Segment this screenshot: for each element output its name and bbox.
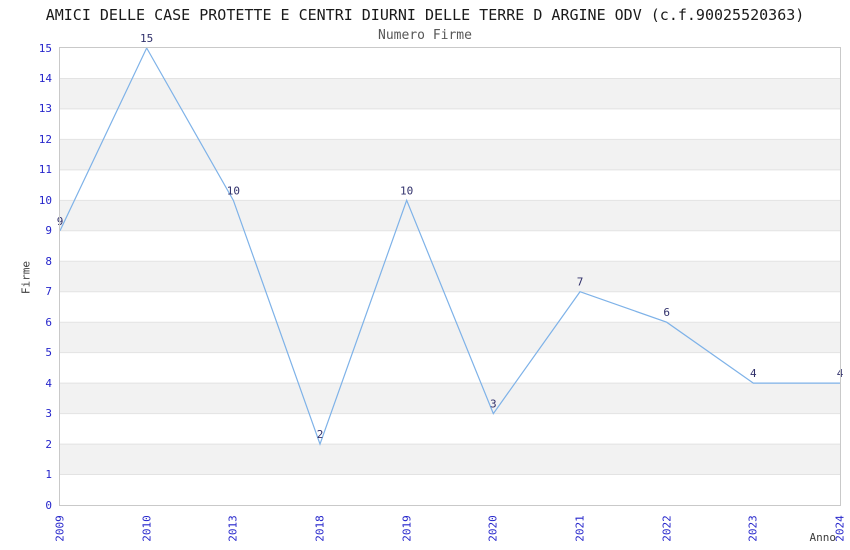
x-tick-label: 2022	[660, 515, 674, 542]
plot-area: 9 15 10 2 10 3 7 6 4 4	[57, 32, 844, 506]
grid-band	[60, 78, 840, 109]
y-tick-label: 14	[38, 71, 52, 85]
data-point-label: 10	[400, 184, 413, 197]
chart-title: AMICI DELLE CASE PROTETTE E CENTRI DIURN…	[45, 6, 805, 24]
grid-band	[60, 139, 840, 170]
line-chart: 9 15 10 2 10 3 7 6 4 4	[57, 32, 844, 476]
y-tick-label: 1	[45, 468, 52, 482]
data-point-label: 10	[227, 184, 240, 197]
data-point-label: 15	[140, 32, 153, 45]
y-tick-label: 10	[38, 193, 52, 207]
data-point-label: 7	[577, 276, 584, 289]
y-tick-label: 12	[38, 132, 52, 146]
grid-band	[60, 322, 840, 353]
data-point-label: 4	[750, 367, 757, 380]
grid-band	[60, 261, 840, 292]
y-tick-label: 15	[38, 41, 52, 55]
data-point-label: 2	[317, 428, 324, 441]
y-tick-label: 13	[38, 102, 52, 116]
x-tick-label: 2023	[746, 515, 760, 542]
series-line	[59, 46, 840, 446]
x-tick-label: 2013	[226, 515, 240, 542]
data-point-label: 3	[490, 398, 497, 411]
x-tick-label: 2009	[53, 515, 67, 542]
chart-subtitle: Numero Firme	[378, 28, 472, 43]
x-tick-label: 2018	[313, 515, 327, 542]
x-tick-label: 2020	[486, 515, 500, 542]
x-tick-label: 2010	[140, 515, 154, 542]
y-tick-label: 3	[45, 407, 52, 421]
grid-band	[60, 444, 840, 475]
data-point-label: 6	[663, 306, 670, 319]
y-tick-label: 8	[45, 254, 52, 268]
x-tick-label: 2021	[573, 515, 587, 542]
y-tick-label: 11	[38, 163, 52, 177]
grid-band	[60, 200, 840, 231]
data-point-label: 4	[837, 367, 844, 380]
y-tick-label: 9	[45, 224, 52, 238]
grid-band	[60, 383, 840, 414]
x-axis-label: Anno	[809, 531, 837, 544]
y-tick-label: 6	[45, 315, 52, 329]
y-tick-label: 4	[45, 376, 52, 390]
y-tick-label: 2	[45, 437, 52, 451]
y-tick-label: 5	[45, 346, 52, 360]
data-point-label: 9	[57, 215, 64, 228]
y-tick-label: 7	[45, 285, 52, 299]
y-tick-label: 0	[45, 498, 52, 512]
x-tick-label: 2019	[400, 515, 414, 542]
